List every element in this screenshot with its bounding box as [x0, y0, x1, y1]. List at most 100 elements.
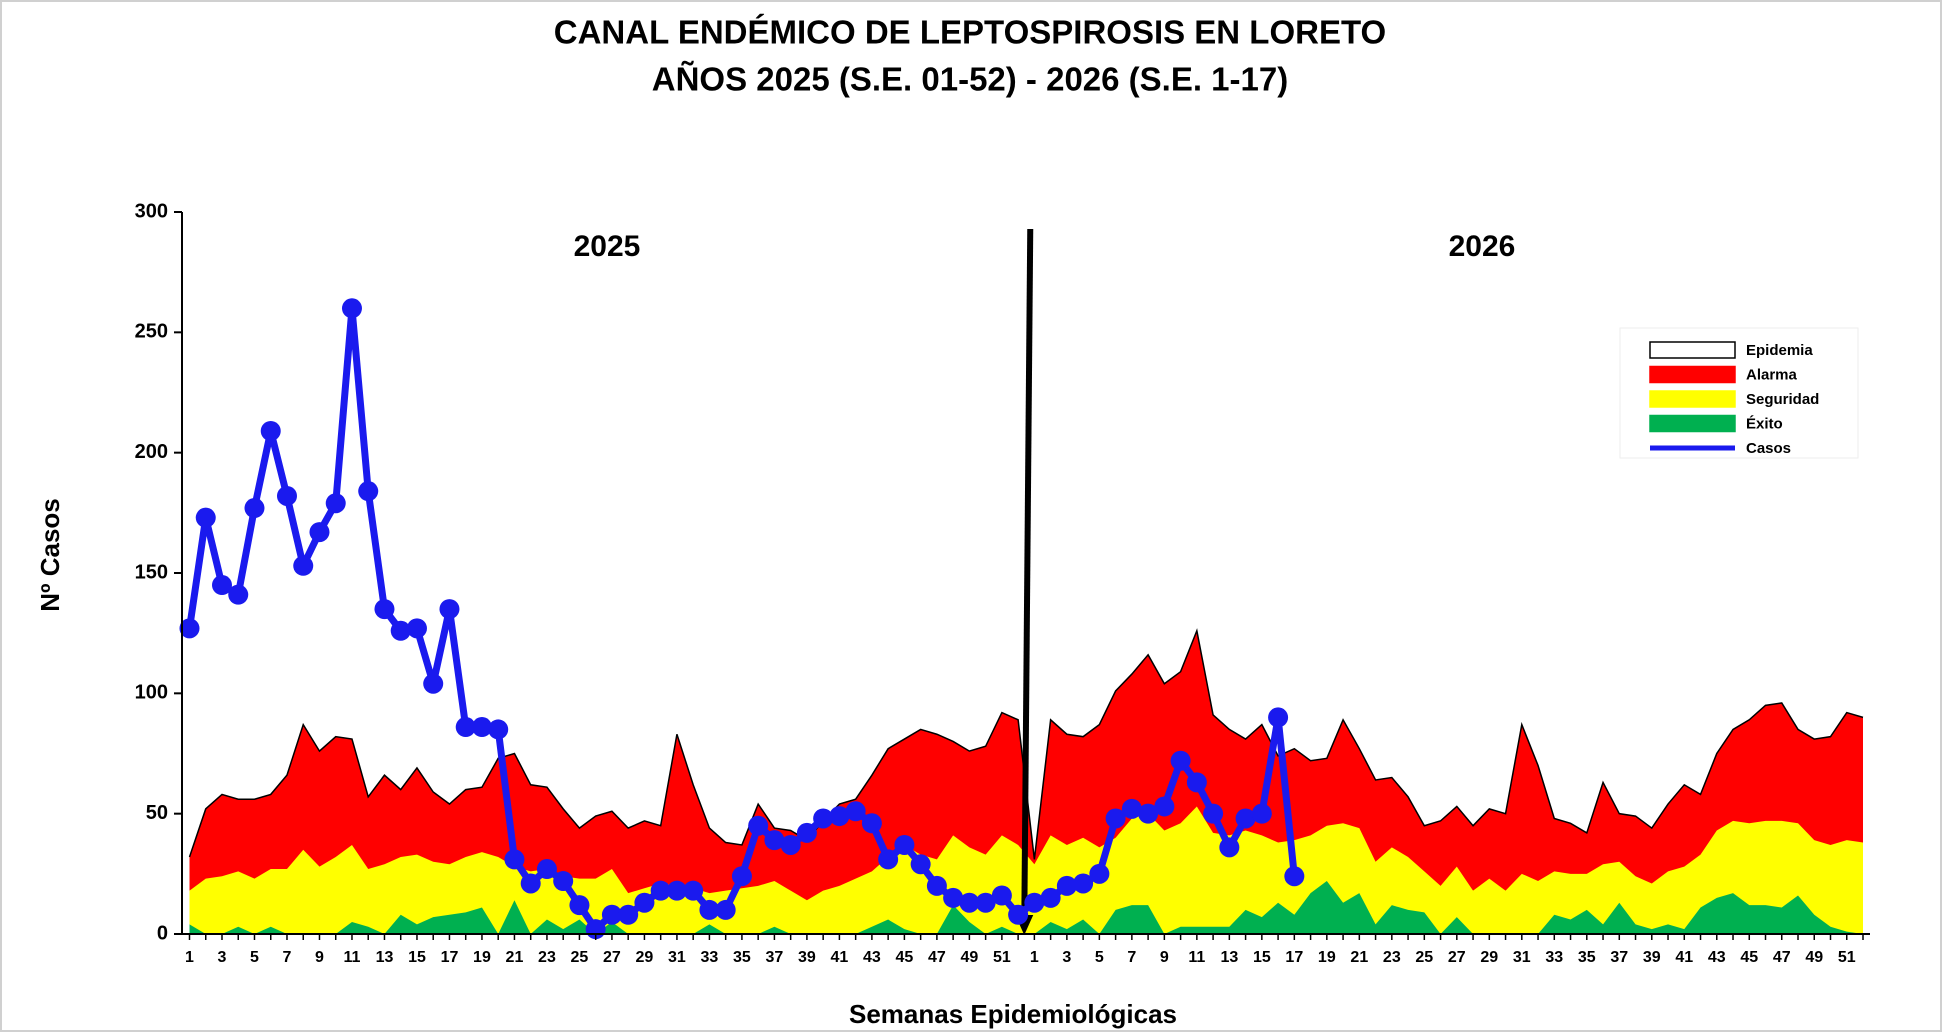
- cases-point: [471, 717, 492, 738]
- cases-point: [1284, 866, 1305, 887]
- cases-point: [276, 485, 297, 506]
- x-tick-label: 15: [408, 949, 426, 966]
- legend-label: Alarma: [1746, 366, 1798, 383]
- legend-label: Éxito: [1746, 415, 1783, 432]
- cases-point: [536, 859, 557, 880]
- cases-point: [1219, 837, 1240, 858]
- cases-point: [634, 892, 655, 913]
- x-tick-label: 37: [766, 949, 784, 966]
- cases-point: [748, 815, 769, 836]
- cases-point: [991, 885, 1012, 906]
- cases-point: [520, 873, 541, 894]
- x-tick-label: 31: [668, 949, 686, 966]
- cases-point: [829, 806, 850, 827]
- cases-point: [926, 875, 947, 896]
- cases-point: [1121, 798, 1142, 819]
- cases-point: [244, 498, 265, 519]
- cases-point: [894, 834, 915, 855]
- cases-point: [569, 895, 590, 916]
- cases-point: [618, 904, 639, 925]
- legend-label: Epidemia: [1746, 342, 1813, 359]
- cases-point: [341, 298, 362, 319]
- cases-point: [813, 808, 834, 829]
- x-tick-label: 21: [1350, 949, 1368, 966]
- x-tick-label: 29: [636, 949, 654, 966]
- cases-point: [1268, 707, 1289, 728]
- x-tick-label: 47: [1773, 949, 1791, 966]
- x-tick-label: 29: [1480, 949, 1498, 966]
- y-tick-label: 250: [135, 321, 168, 343]
- cases-point: [390, 620, 411, 641]
- cases-point: [423, 673, 444, 694]
- cases-point: [959, 892, 980, 913]
- x-tick-label: 5: [250, 949, 259, 966]
- cases-point: [1056, 875, 1077, 896]
- cases-point: [228, 584, 249, 605]
- x-tick-label: 11: [1188, 949, 1205, 966]
- x-tick-label: 9: [1160, 949, 1169, 966]
- cases-point: [293, 555, 314, 576]
- legend-swatch: [1649, 341, 1736, 359]
- cases-point: [325, 493, 346, 514]
- cases-point: [488, 719, 509, 740]
- area: [189, 881, 1863, 934]
- x-tick-label: 1: [185, 949, 194, 966]
- cases-point: [195, 507, 216, 528]
- cases-point: [455, 717, 476, 738]
- cases-point: [374, 599, 395, 620]
- chart-title: CANAL ENDÉMICO DE LEPTOSPIROSIS EN LORET…: [554, 14, 1386, 51]
- legend-swatch: [1649, 390, 1736, 408]
- cases-point: [943, 887, 964, 908]
- year-label: 2025: [574, 230, 641, 263]
- x-tick-label: 3: [218, 949, 227, 966]
- x-tick-label: 43: [1708, 949, 1726, 966]
- x-tick-label: 41: [831, 949, 849, 966]
- area: [189, 630, 1863, 934]
- x-tick-label: 39: [798, 949, 816, 966]
- cases-point: [731, 866, 752, 887]
- x-tick-label: 13: [376, 949, 394, 966]
- x-tick-label: 51: [993, 949, 1011, 966]
- chart-subtitle: AÑOS 2025 (S.E. 01-52) - 2026 (S.E. 1-17…: [652, 61, 1288, 98]
- cases-point: [861, 813, 882, 834]
- x-tick-label: 45: [1740, 949, 1758, 966]
- y-tick-label: 50: [146, 802, 168, 824]
- y-axis-label: Nº Casos: [35, 498, 65, 612]
- cases-point: [358, 481, 379, 502]
- cases-point: [260, 421, 281, 442]
- y-tick-label: 300: [135, 200, 168, 222]
- legend-label: Casos: [1746, 440, 1791, 457]
- x-tick-label: 7: [1127, 949, 1136, 966]
- cases-point: [666, 880, 687, 901]
- cases-point: [715, 899, 736, 920]
- cases-point: [1138, 803, 1159, 824]
- cases-point: [1251, 803, 1272, 824]
- year-label: 2026: [1449, 230, 1516, 263]
- cases-point: [1235, 808, 1256, 829]
- cases-point: [406, 618, 427, 639]
- cases-point: [1105, 808, 1126, 829]
- x-tick-label: 1: [1030, 949, 1039, 966]
- cases-point: [553, 871, 574, 892]
- legend-swatch: [1649, 414, 1736, 433]
- cases-point: [780, 834, 801, 855]
- year-divider: [1021, 228, 1034, 926]
- x-tick-label: 31: [1513, 949, 1531, 966]
- cases-point: [796, 822, 817, 843]
- x-tick-label: 7: [283, 949, 292, 966]
- x-tick-label: 19: [473, 949, 491, 966]
- x-tick-label: 25: [1415, 949, 1433, 966]
- cases-point: [1154, 796, 1175, 817]
- legend-label: Seguridad: [1746, 391, 1819, 408]
- y-tick-label: 0: [157, 922, 168, 944]
- cases-point: [683, 880, 704, 901]
- y-tick-label: 150: [135, 561, 168, 583]
- cases-point: [1089, 863, 1110, 884]
- x-tick-label: 45: [895, 949, 913, 966]
- x-tick-label: 27: [603, 949, 621, 966]
- cases-point: [1073, 873, 1094, 894]
- cases-point: [1008, 904, 1029, 925]
- x-tick-label: 5: [1095, 949, 1104, 966]
- cases-point: [309, 522, 330, 543]
